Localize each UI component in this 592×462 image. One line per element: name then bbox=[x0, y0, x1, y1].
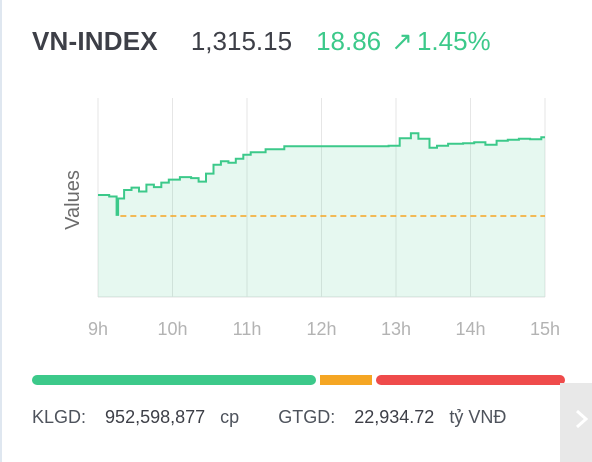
volume-unit: cp bbox=[220, 407, 240, 427]
volume-value: 952,598,877 bbox=[105, 407, 206, 427]
arrow-up-right-icon: ↗ bbox=[391, 26, 413, 56]
panel-left-border bbox=[0, 0, 2, 462]
series-area-fill bbox=[98, 133, 545, 297]
breadth-advancing-bar bbox=[32, 375, 316, 385]
trading-summary: KLGD: 952,598,877 cp GTGD: 22,934.72 tỷ … bbox=[32, 407, 506, 428]
x-tick-15h: 15h bbox=[530, 319, 560, 339]
intraday-chart: 9h 10h 11h 12h 13h 14h 15h Values bbox=[62, 98, 560, 339]
breadth-declining-bar bbox=[376, 375, 565, 385]
breadth-unchanged-bar bbox=[319, 375, 372, 385]
x-tick-10h: 10h bbox=[157, 319, 187, 339]
chevron-right-icon bbox=[576, 409, 589, 429]
x-tick-14h: 14h bbox=[455, 319, 485, 339]
scroll-next-button[interactable] bbox=[560, 383, 592, 462]
index-value: 1,315.15 bbox=[190, 26, 293, 56]
chart-grid bbox=[97, 98, 546, 298]
value-label: GTGD: bbox=[278, 407, 336, 427]
x-tick-12h: 12h bbox=[306, 319, 336, 339]
chart-area bbox=[98, 132, 545, 297]
index-header: VN-INDEX 1,315.15 18.86 ↗ 1.45% bbox=[32, 26, 491, 66]
x-tick-11h: 11h bbox=[233, 319, 262, 339]
volume-label: KLGD: bbox=[32, 407, 87, 427]
value-unit: tỷ VNĐ bbox=[449, 407, 507, 427]
x-tick-9h: 9h bbox=[88, 319, 108, 339]
chart-x-axis: 9h 10h 11h 12h 13h 14h 15h bbox=[88, 319, 560, 339]
index-change-percent: 1.45% bbox=[416, 26, 491, 56]
x-tick-13h: 13h bbox=[381, 319, 411, 339]
index-name: VN-INDEX bbox=[32, 26, 158, 56]
chart-y-label: Values bbox=[62, 170, 84, 230]
value-value: 22,934.72 bbox=[354, 407, 435, 427]
series-line bbox=[98, 132, 545, 216]
index-change: 18.86 bbox=[316, 26, 382, 56]
